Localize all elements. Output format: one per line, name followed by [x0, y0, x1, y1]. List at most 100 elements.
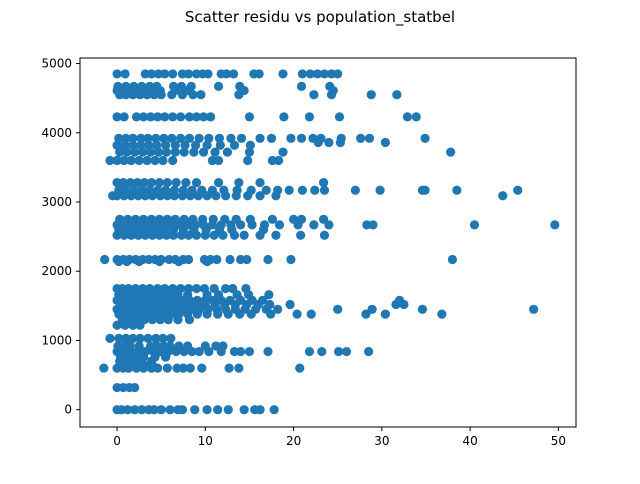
data-point	[125, 178, 135, 188]
data-point	[167, 133, 177, 143]
data-point	[296, 214, 307, 224]
data-point	[207, 185, 217, 195]
data-point	[309, 220, 319, 230]
data-point	[112, 320, 122, 330]
x-tick-label: 10	[198, 434, 213, 448]
data-point	[226, 133, 236, 143]
data-point	[137, 81, 147, 91]
data-point	[138, 112, 149, 122]
data-point	[131, 214, 141, 224]
data-point	[212, 254, 222, 265]
data-point	[356, 133, 366, 143]
data-point	[411, 112, 421, 122]
x-tick-label: 30	[374, 434, 389, 448]
data-point	[529, 304, 539, 314]
data-point	[367, 304, 377, 314]
data-point	[231, 214, 241, 224]
data-point	[213, 81, 224, 91]
data-point	[186, 81, 196, 91]
data-point	[120, 140, 130, 150]
data-point	[221, 283, 231, 294]
data-point	[255, 405, 265, 415]
data-point	[295, 363, 305, 373]
data-point	[380, 137, 390, 148]
data-point	[498, 191, 508, 201]
data-point	[135, 333, 145, 343]
data-point	[168, 112, 178, 122]
chart-title: Scatter residu vs population_statbel	[184, 8, 456, 26]
data-point	[112, 140, 122, 150]
data-point	[271, 230, 281, 240]
data-point	[150, 155, 160, 166]
data-point	[361, 309, 371, 319]
data-point	[335, 137, 345, 148]
data-point	[121, 133, 131, 143]
data-point	[417, 304, 428, 314]
data-point	[130, 382, 140, 393]
data-point	[296, 133, 307, 143]
data-point	[364, 133, 375, 143]
data-point	[136, 140, 146, 150]
data-point	[213, 155, 224, 166]
data-point	[198, 147, 209, 157]
data-point	[143, 333, 153, 343]
data-point	[179, 346, 189, 357]
data-point	[313, 137, 323, 148]
data-point	[179, 214, 189, 224]
y-tick-label: 5000	[41, 57, 72, 71]
data-point	[297, 185, 308, 195]
data-point	[151, 333, 161, 343]
data-point	[223, 405, 233, 415]
data-point	[219, 185, 229, 195]
data-point	[159, 133, 169, 143]
data-point	[202, 256, 212, 267]
data-point	[333, 304, 343, 314]
data-point	[191, 140, 201, 150]
data-point	[239, 230, 249, 240]
data-point	[213, 405, 223, 415]
data-point	[242, 254, 252, 265]
data-point	[191, 283, 202, 294]
data-point	[165, 405, 175, 415]
data-point	[154, 256, 165, 267]
data-point	[254, 69, 264, 79]
data-point	[341, 346, 352, 357]
data-point	[162, 363, 172, 373]
data-point	[350, 185, 360, 195]
data-point	[191, 112, 202, 122]
data-point	[202, 309, 212, 319]
data-point	[223, 309, 233, 319]
data-point	[151, 133, 161, 143]
data-point	[180, 140, 190, 150]
x-tick-label: 50	[551, 434, 566, 448]
data-point	[296, 81, 307, 91]
data-point	[364, 346, 374, 357]
data-point	[273, 155, 284, 166]
data-point	[243, 155, 253, 166]
data-point	[120, 69, 130, 79]
y-tick-label: 3000	[41, 195, 72, 209]
data-point	[273, 304, 283, 314]
data-point	[126, 155, 136, 166]
data-point	[224, 363, 234, 373]
data-point	[312, 69, 323, 79]
data-point	[152, 140, 162, 150]
data-point	[131, 112, 142, 122]
data-point	[246, 185, 256, 195]
data-point	[112, 112, 122, 122]
data-point	[132, 178, 142, 188]
data-point	[156, 405, 166, 415]
data-point	[123, 214, 133, 224]
data-point	[177, 405, 187, 415]
data-point	[160, 69, 170, 79]
data-point	[138, 214, 149, 224]
data-point	[145, 185, 155, 195]
data-point	[306, 309, 316, 319]
data-point	[179, 147, 189, 157]
data-point	[171, 178, 181, 188]
data-point	[202, 405, 212, 415]
data-point	[122, 256, 132, 267]
data-point	[204, 133, 214, 143]
data-point	[113, 81, 123, 91]
